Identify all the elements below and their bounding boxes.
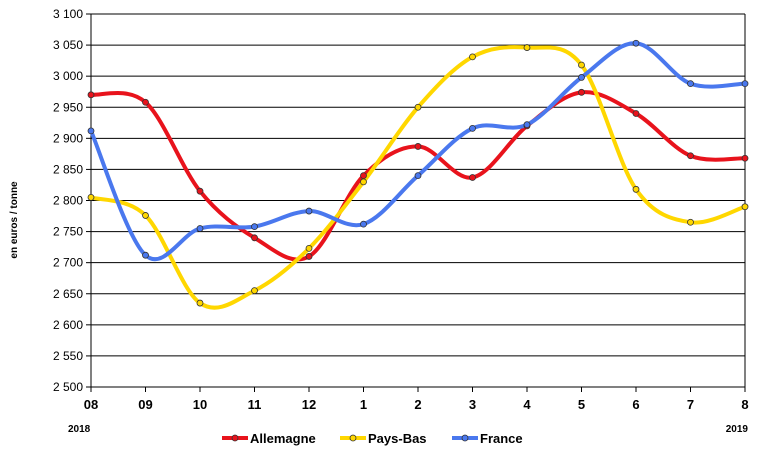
y-tick-label: 2 550	[53, 349, 83, 363]
data-point-france	[578, 74, 585, 81]
data-point-pays-bas	[251, 287, 258, 295]
data-point-france	[87, 127, 95, 135]
data-point-pays-bas	[360, 178, 367, 186]
legend-marker	[461, 434, 469, 442]
data-point-allemagne	[469, 174, 476, 181]
legend-item-pays-bas: Pays-Bas	[340, 431, 427, 446]
legend-item-france: France	[452, 431, 523, 446]
data-point-pays-bas	[469, 53, 476, 61]
y-tick-label: 2 850	[53, 162, 83, 176]
data-point-france	[414, 172, 422, 180]
legend-marker	[231, 434, 239, 442]
legend-label: Pays-Bas	[368, 431, 427, 446]
y-tick-label: 3 000	[53, 69, 83, 83]
y-axis-ticks: 2 500 2 550 2 600 2 650 2 700 2 750 2 800 2 850…	[53, 7, 91, 394]
data-point-pays-bas	[305, 244, 313, 252]
data-point-pays-bas	[741, 203, 749, 211]
data-point-france	[523, 121, 531, 129]
data-point-allemagne	[360, 172, 367, 180]
legend-marker	[349, 434, 357, 442]
data-point-allemagne	[687, 152, 694, 160]
y-tick-label: 2 650	[53, 287, 83, 301]
data-point-allemagne	[741, 154, 749, 162]
series-points	[87, 39, 749, 307]
legend: Allemagne Pays-Bas France	[222, 431, 523, 446]
data-point-allemagne	[142, 98, 149, 106]
data-point-france	[741, 80, 749, 88]
x-tick-label: 10	[193, 397, 207, 412]
legend-label: France	[480, 431, 523, 446]
y-tick-label: 2 750	[53, 225, 83, 239]
y-tick-label: 3 050	[53, 38, 83, 52]
data-point-pays-bas	[414, 103, 422, 111]
x-tick-label: 08	[84, 397, 98, 412]
data-point-pays-bas	[687, 218, 694, 226]
x-tick-label: 5	[578, 397, 585, 412]
data-point-france	[687, 80, 694, 88]
data-point-allemagne	[251, 234, 258, 242]
y-tick-label: 2 700	[53, 256, 83, 270]
data-point-france	[305, 207, 313, 215]
y-tick-label: 2 600	[53, 318, 83, 332]
x-tick-label: 4	[523, 397, 531, 412]
data-point-pays-bas	[196, 299, 204, 307]
y-axis-label: en euros / tonne	[9, 181, 20, 259]
x-tick-label: 09	[138, 397, 152, 412]
y-tick-label: 2 900	[53, 131, 83, 145]
x-tick-label: 7	[687, 397, 694, 412]
x-tick-label: 3	[469, 397, 476, 412]
x-axis-ticks: 08 09 10 11 12 1 2 3 4 5 6 7 8	[84, 387, 749, 412]
data-point-allemagne	[578, 88, 585, 96]
legend-item-allemagne: Allemagne	[222, 431, 316, 446]
legend-label: Allemagne	[250, 431, 316, 446]
year-label-start: 2018	[68, 424, 91, 435]
series-line-france	[89, 41, 747, 262]
data-point-allemagne	[196, 187, 204, 195]
data-point-france	[142, 251, 149, 259]
data-point-pays-bas	[142, 212, 149, 219]
data-point-allemagne	[305, 253, 313, 260]
data-point-pays-bas	[578, 61, 585, 69]
x-tick-label: 6	[632, 397, 639, 412]
x-tick-label: 11	[248, 397, 262, 412]
data-point-france	[251, 223, 258, 231]
x-tick-label: 2	[414, 397, 421, 412]
data-point-allemagne	[414, 143, 422, 150]
data-point-france	[360, 220, 367, 228]
data-point-pays-bas	[87, 193, 95, 201]
x-tick-label: 1	[360, 397, 367, 412]
data-point-pays-bas	[523, 44, 531, 51]
y-tick-label: 2 500	[53, 380, 83, 394]
data-point-pays-bas	[632, 185, 640, 193]
data-point-allemagne	[632, 110, 640, 117]
y-tick-label: 2 800	[53, 194, 83, 208]
y-tick-label: 3 100	[53, 7, 83, 21]
data-point-france	[632, 39, 640, 47]
year-label-end: 2019	[726, 424, 749, 435]
y-tick-label: 2 950	[53, 100, 83, 114]
x-tick-label: 12	[302, 397, 316, 412]
data-point-france	[196, 225, 204, 232]
x-tick-label: 8	[741, 397, 748, 412]
data-point-france	[469, 124, 476, 132]
data-point-allemagne	[87, 91, 95, 99]
